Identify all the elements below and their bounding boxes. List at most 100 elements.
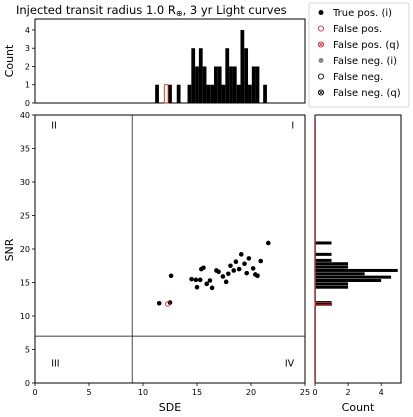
right-histogram-bar <box>315 285 349 289</box>
scatter-point <box>189 276 194 282</box>
top-histogram-bar <box>225 48 230 103</box>
scatter-xtick-label: 5 <box>86 388 91 397</box>
right-histogram-bar <box>315 275 392 279</box>
right-histogram-bar <box>315 252 332 256</box>
scatter-point <box>197 277 203 283</box>
right-histogram-bar <box>315 278 382 282</box>
legend-marker <box>317 41 325 48</box>
right-histogram-xtick-label: 0 <box>312 388 317 397</box>
legend-label: False pos. <box>333 24 382 35</box>
top-histogram-bar <box>232 66 237 103</box>
top-histogram-bar <box>236 84 241 103</box>
right-histogram-bar <box>315 241 332 245</box>
right-histogram-bar <box>314 301 332 306</box>
top-histogram-bar <box>187 84 192 103</box>
figure-title: Injected transit radius 1.0 R⊕, 3 yr Lig… <box>16 3 287 18</box>
right-histogram-bar <box>315 265 349 269</box>
scatter-point <box>165 301 171 307</box>
scatter-point <box>209 285 215 291</box>
top-histogram-bar <box>206 84 211 103</box>
scatter-point <box>223 279 229 285</box>
scatter-point <box>156 300 162 306</box>
scatter-point <box>236 266 242 272</box>
scatter-ytick-label: 25 <box>20 212 30 221</box>
scatter-point <box>233 259 239 265</box>
legend-entry: False pos. <box>317 24 382 35</box>
right-histogram-frame <box>314 114 402 384</box>
top-histogram-bar <box>240 29 245 104</box>
top-histogram-bar <box>176 84 181 103</box>
legend-entry: False pos. (q) <box>317 40 400 51</box>
top-histogram-bar <box>198 48 203 103</box>
scatter-point <box>265 240 271 246</box>
right-histogram-xlabel: Count <box>342 401 375 414</box>
scatter-point <box>238 252 244 257</box>
scatter-ytick-label: 0 <box>25 379 30 388</box>
legend-marker-cross <box>318 42 324 47</box>
legend-marker <box>317 25 325 32</box>
scatter-point <box>242 261 247 267</box>
scatter-point <box>194 284 200 290</box>
top-histogram-bar <box>217 66 222 103</box>
legend-label: False pos. (q) <box>333 40 400 51</box>
legend-entry: False neg. (q) <box>317 88 401 99</box>
legend-entry: False neg. (i) <box>318 56 397 67</box>
right-histogram-bar <box>315 268 398 272</box>
scatter-point <box>220 274 226 279</box>
legend-label: False neg. <box>333 72 383 83</box>
scatter-point <box>258 258 264 264</box>
scatter-point <box>231 268 237 273</box>
scatter-point <box>228 263 233 269</box>
top-histogram-ytick-label: 4 <box>25 26 30 35</box>
legend-marker <box>318 58 324 63</box>
top-histogram-bar <box>214 66 218 103</box>
quadrant-label-ii: II <box>51 120 57 131</box>
top-histogram-ylabel: Count <box>3 44 16 77</box>
scatter-ytick-label: 10 <box>20 312 30 321</box>
scatter-point <box>199 266 204 272</box>
top-histogram-bar <box>221 84 226 103</box>
scatter-point <box>250 266 256 271</box>
right-histogram-xtick-label: 4 <box>379 388 384 397</box>
scatter-ytick-label: 30 <box>20 178 30 187</box>
right-histogram-bar <box>315 258 332 262</box>
scatter-point <box>244 270 249 276</box>
scatter-ylabel: SNR <box>3 238 16 261</box>
legend-label: False neg. (i) <box>333 56 397 67</box>
title-subscript: ⊕ <box>176 9 183 18</box>
top-histogram-bar <box>229 66 233 103</box>
scatter-point <box>255 273 260 279</box>
scatter-xtick-label: 15 <box>192 388 202 397</box>
right-histogram-bar <box>315 282 349 286</box>
top-histogram-bar <box>255 66 260 103</box>
scatter-point <box>168 273 174 279</box>
scatter-point <box>207 278 213 283</box>
top-histogram-bar <box>210 84 215 103</box>
scatter-ytick-label: 20 <box>20 245 30 254</box>
legend-marker-cross <box>318 90 324 95</box>
quadrant-label-i: I <box>291 120 294 131</box>
scatter-point <box>226 271 231 277</box>
scatter-point <box>246 256 252 261</box>
quadrant-label-iii: III <box>51 358 59 369</box>
legend-marker <box>318 10 324 15</box>
scatter-ytick-label: 5 <box>25 346 30 355</box>
right-histogram-bar <box>315 272 365 276</box>
legend-label: True pos. (i) <box>332 8 392 19</box>
legend-label: False neg. (q) <box>333 88 401 99</box>
top-histogram-ytick-label: 3 <box>25 44 30 53</box>
quadrant-label-iv: IV <box>285 358 295 369</box>
scatter-xtick-label: 10 <box>138 388 148 397</box>
scatter-ytick-label: 15 <box>20 279 30 288</box>
top-histogram-ytick-label: 2 <box>25 62 30 71</box>
scatter-xtick-label: 20 <box>246 388 256 397</box>
scatter-point <box>193 277 199 283</box>
scatter-point <box>216 269 221 275</box>
top-histogram-bar <box>263 84 267 103</box>
top-histogram-bar <box>202 66 207 103</box>
scatter-xtick-label: 0 <box>32 388 37 397</box>
top-histogram-ytick-label: 0 <box>25 99 30 108</box>
right-histogram-bar <box>315 262 349 266</box>
top-histogram-bar <box>195 66 199 103</box>
